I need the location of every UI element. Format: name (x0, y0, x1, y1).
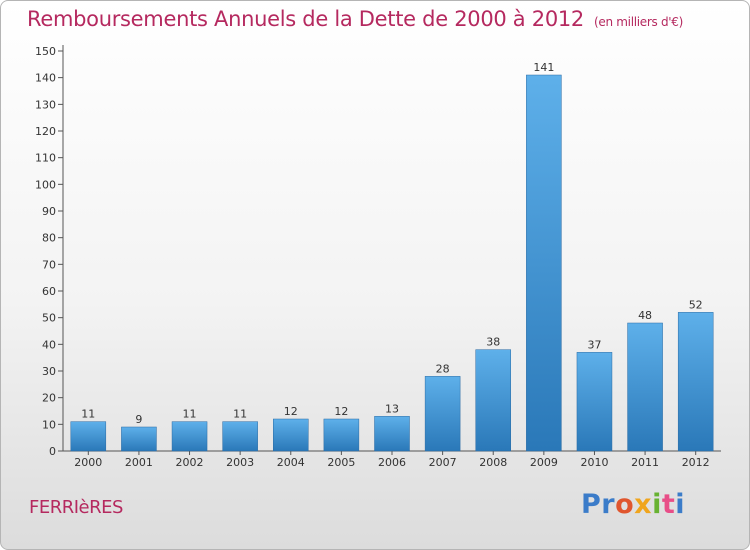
x-tick-label: 2001 (125, 456, 153, 469)
labels: 2000 11 2001 9 2002 11 2003 11 2004 12 2005 12 2006 1… (74, 61, 709, 469)
y-tick-label: 10 (42, 418, 56, 431)
x-tick-label: 2006 (378, 456, 406, 469)
logo-part: Pr (581, 489, 616, 520)
y-tick-label: 140 (35, 72, 56, 85)
y-tick-label: 110 (35, 152, 56, 165)
y-tick-label: 0 (49, 445, 56, 458)
x-tick-label: 2009 (530, 456, 558, 469)
bar-2004 (273, 418, 309, 452)
x-tick-label: 2000 (74, 456, 102, 469)
data-label: 37 (587, 338, 601, 351)
data-label: 12 (284, 405, 298, 418)
data-label: 11 (81, 408, 95, 421)
y-tick-label: 120 (35, 125, 56, 138)
x-tick-label: 2003 (226, 456, 254, 469)
commune-name: FERRIèRES (29, 497, 123, 518)
logo-part: i (652, 489, 662, 520)
bar-2011 (627, 322, 663, 452)
y-tick-label: 50 (42, 312, 56, 325)
data-label: 12 (334, 405, 348, 418)
y-tick-label: 100 (35, 178, 56, 191)
data-label: 48 (638, 309, 652, 322)
y-tick-label: 20 (42, 392, 56, 405)
bar-2005 (323, 418, 360, 452)
data-label: 11 (183, 408, 197, 421)
x-tick-label: 2008 (479, 456, 507, 469)
y-tick-label: 30 (42, 365, 56, 378)
y-tick-label: 80 (42, 232, 56, 245)
bar-2001 (121, 426, 157, 452)
y-tick-label: 130 (35, 98, 56, 111)
y-tick-label: 90 (42, 205, 56, 218)
x-tick-label: 2010 (580, 456, 608, 469)
bar-2000 (70, 421, 107, 452)
chart-unit: (en milliers d'€) (594, 15, 684, 29)
x-tick-label: 2011 (631, 456, 659, 469)
logo-part: x (634, 489, 653, 520)
bar-2007 (424, 376, 461, 452)
data-label: 9 (135, 413, 142, 426)
y-tick-label: 60 (42, 285, 56, 298)
data-label: 28 (436, 362, 450, 375)
data-label: 13 (385, 402, 399, 415)
bar-2002 (171, 421, 208, 452)
bar-2010 (576, 352, 613, 452)
data-label: 52 (689, 298, 703, 311)
y-tick-label: 150 (35, 45, 56, 58)
y-tick-label: 70 (42, 258, 56, 271)
x-tick-label: 2007 (429, 456, 457, 469)
x-tick-label: 2012 (682, 456, 710, 469)
y-tick-label: 40 (42, 338, 56, 351)
logo-part: t (661, 489, 676, 520)
bar-2012 (677, 312, 714, 452)
bar-2009 (526, 74, 562, 452)
logo-part: i (675, 489, 686, 520)
data-label: 141 (533, 61, 554, 74)
chart-title: Remboursements Annuels de la Dette de 20… (27, 7, 683, 31)
x-tick-label: 2004 (277, 456, 305, 469)
axes: 0 10 20 30 40 50 60 70 80 90 100 110 120 130 140 150 (35, 45, 721, 458)
x-tick-label: 2002 (176, 456, 204, 469)
x-tick-label: 2005 (327, 456, 355, 469)
logo-part: o (615, 489, 635, 520)
data-label: 38 (486, 336, 500, 349)
bars (70, 74, 714, 452)
chart-title-text: Remboursements Annuels de la Dette de 20… (27, 7, 584, 31)
bar-2003 (222, 421, 258, 452)
bar-2008 (475, 349, 511, 452)
bar-2006 (374, 416, 410, 452)
data-label: 11 (233, 408, 247, 421)
proxiti-logo: Proxiti (581, 489, 685, 520)
